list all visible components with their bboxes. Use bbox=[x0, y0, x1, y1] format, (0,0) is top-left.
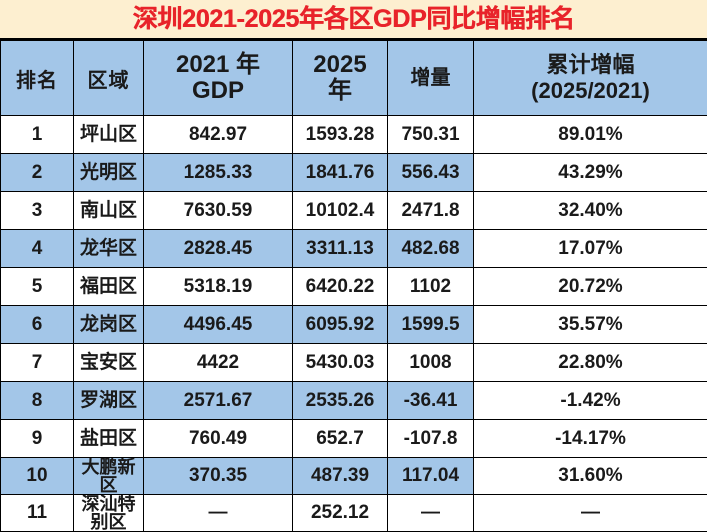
cell-gdp2025[interactable]: 1593.28 bbox=[293, 116, 388, 154]
column-header-gdp2021-line2: GDP bbox=[146, 78, 290, 104]
cell-delta[interactable]: — bbox=[388, 495, 474, 532]
cell-region[interactable]: 坪山区 bbox=[74, 116, 144, 154]
cell-growth[interactable]: 20.72% bbox=[474, 268, 707, 306]
page-title: 深圳2021-2025年各区GDP同比增幅排名 bbox=[133, 7, 575, 32]
cell-region[interactable]: 光明区 bbox=[74, 154, 144, 192]
cell-region[interactable]: 龙岗区 bbox=[74, 306, 144, 344]
cell-gdp2021[interactable]: 2828.45 bbox=[144, 230, 293, 268]
cell-region[interactable]: 龙华区 bbox=[74, 230, 144, 268]
cell-growth[interactable]: -1.42% bbox=[474, 382, 707, 420]
cell-gdp2021[interactable]: 2571.67 bbox=[144, 382, 293, 420]
cell-gdp2025[interactable]: 6095.92 bbox=[293, 306, 388, 344]
column-header-gdp2021-line1: 2021 年 bbox=[146, 52, 290, 78]
cell-gdp2021[interactable]: — bbox=[144, 495, 293, 532]
cell-gdp2025[interactable]: 2535.26 bbox=[293, 382, 388, 420]
cell-gdp2025[interactable]: 1841.76 bbox=[293, 154, 388, 192]
cell-delta[interactable]: -107.8 bbox=[388, 420, 474, 458]
cell-region[interactable]: 深汕特别区 bbox=[74, 495, 144, 532]
cell-rank[interactable]: 9 bbox=[1, 420, 74, 458]
column-header-rank[interactable]: 排名 bbox=[1, 41, 74, 116]
cell-gdp2025[interactable]: 5430.03 bbox=[293, 344, 388, 382]
cell-gdp2025[interactable]: 6420.22 bbox=[293, 268, 388, 306]
cell-rank[interactable]: 8 bbox=[1, 382, 74, 420]
cell-delta[interactable]: 1102 bbox=[388, 268, 474, 306]
cell-gdp2021[interactable]: 760.49 bbox=[144, 420, 293, 458]
cell-gdp2021[interactable]: 7630.59 bbox=[144, 192, 293, 230]
cell-growth[interactable]: 89.01% bbox=[474, 116, 707, 154]
cell-gdp2025[interactable]: 252.12 bbox=[293, 495, 388, 532]
cell-growth[interactable]: -14.17% bbox=[474, 420, 707, 458]
cell-rank[interactable]: 11 bbox=[1, 495, 74, 532]
cell-region[interactable]: 南山区 bbox=[74, 192, 144, 230]
cell-rank[interactable]: 7 bbox=[1, 344, 74, 382]
cell-region[interactable]: 宝安区 bbox=[74, 344, 144, 382]
cell-region[interactable]: 盐田区 bbox=[74, 420, 144, 458]
cell-rank[interactable]: 2 bbox=[1, 154, 74, 192]
cell-delta[interactable]: 556.43 bbox=[388, 154, 474, 192]
column-header-gdp2021[interactable]: 2021 年 GDP bbox=[144, 41, 293, 116]
column-header-region[interactable]: 区域 bbox=[74, 41, 144, 116]
cell-delta[interactable]: 1008 bbox=[388, 344, 474, 382]
column-header-gdp2025-line2: 年 bbox=[295, 78, 385, 104]
table-header-row: 排名 区域 2021 年 GDP 2025 年 增量 累计增幅 (2025/20… bbox=[1, 41, 707, 116]
cell-region[interactable]: 罗湖区 bbox=[74, 382, 144, 420]
cell-delta[interactable]: 1599.5 bbox=[388, 306, 474, 344]
cell-region[interactable]: 大鹏新区 bbox=[74, 458, 144, 495]
cell-gdp2025[interactable]: 10102.4 bbox=[293, 192, 388, 230]
cell-gdp2021[interactable]: 842.97 bbox=[144, 116, 293, 154]
column-header-gdp2025-line1: 2025 bbox=[295, 52, 385, 78]
cell-rank[interactable]: 3 bbox=[1, 192, 74, 230]
cell-growth[interactable]: 17.07% bbox=[474, 230, 707, 268]
cell-growth[interactable]: 43.29% bbox=[474, 154, 707, 192]
cell-rank[interactable]: 4 bbox=[1, 230, 74, 268]
cell-delta[interactable]: 117.04 bbox=[388, 458, 474, 495]
cell-delta[interactable]: 482.68 bbox=[388, 230, 474, 268]
cell-gdp2021[interactable]: 370.35 bbox=[144, 458, 293, 495]
gdp-ranking-table: 排名 区域 2021 年 GDP 2025 年 增量 累计增幅 (2025/20… bbox=[0, 40, 707, 532]
cell-growth[interactable]: 31.60% bbox=[474, 458, 707, 495]
cell-rank[interactable]: 5 bbox=[1, 268, 74, 306]
cell-gdp2025[interactable]: 3311.13 bbox=[293, 230, 388, 268]
column-header-growth-line2: (2025/2021) bbox=[476, 78, 705, 104]
cell-growth[interactable]: 35.57% bbox=[474, 306, 707, 344]
cell-gdp2021[interactable]: 5318.19 bbox=[144, 268, 293, 306]
cell-growth[interactable]: — bbox=[474, 495, 707, 532]
cell-gdp2021[interactable]: 4496.45 bbox=[144, 306, 293, 344]
cell-growth[interactable]: 32.40% bbox=[474, 192, 707, 230]
cell-delta[interactable]: -36.41 bbox=[388, 382, 474, 420]
cell-growth[interactable]: 22.80% bbox=[474, 344, 707, 382]
column-header-gdp2025[interactable]: 2025 年 bbox=[293, 41, 388, 116]
cell-gdp2021[interactable]: 4422 bbox=[144, 344, 293, 382]
cell-delta[interactable]: 750.31 bbox=[388, 116, 474, 154]
cell-rank[interactable]: 1 bbox=[1, 116, 74, 154]
column-header-delta[interactable]: 增量 bbox=[388, 41, 474, 116]
cell-region[interactable]: 福田区 bbox=[74, 268, 144, 306]
cell-gdp2025[interactable]: 487.39 bbox=[293, 458, 388, 495]
sheet-title-bar: 深圳2021-2025年各区GDP同比增幅排名 bbox=[0, 0, 707, 40]
column-header-growth-line1: 累计增幅 bbox=[476, 52, 705, 78]
cell-rank[interactable]: 10 bbox=[1, 458, 74, 495]
column-header-growth[interactable]: 累计增幅 (2025/2021) bbox=[474, 41, 707, 116]
cell-delta[interactable]: 2471.8 bbox=[388, 192, 474, 230]
cell-rank[interactable]: 6 bbox=[1, 306, 74, 344]
cell-gdp2021[interactable]: 1285.33 bbox=[144, 154, 293, 192]
gdp-ranking-sheet: 深圳2021-2025年各区GDP同比增幅排名 排名 区域 2021 年 GDP… bbox=[0, 0, 707, 519]
cell-gdp2025[interactable]: 652.7 bbox=[293, 420, 388, 458]
